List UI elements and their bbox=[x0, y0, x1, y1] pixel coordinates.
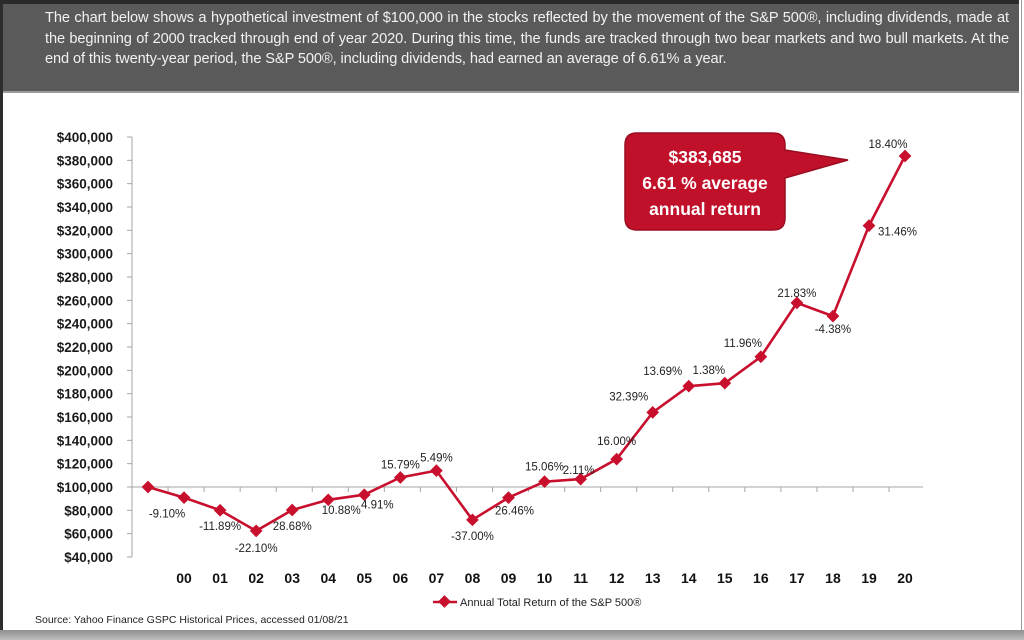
data-point-marker bbox=[285, 503, 299, 517]
description-header: The chart below shows a hypothetical inv… bbox=[3, 0, 1019, 93]
x-axis: 00 01 02 03 04 05 06 07 08 09 10 11 12 13 14 15 16 17 18 19… bbox=[131, 486, 923, 586]
x-tick-label: 18 bbox=[825, 570, 841, 586]
data-point-marker bbox=[862, 219, 876, 232]
series-annual-total-return bbox=[141, 149, 912, 538]
x-tick-label: 08 bbox=[465, 570, 481, 586]
data-label: 15.79% bbox=[381, 460, 420, 472]
data-point-marker bbox=[430, 464, 443, 477]
legend: Annual Total Return of the S&P 500® bbox=[433, 595, 641, 609]
data-point-marker bbox=[393, 471, 407, 484]
y-tick-label: $340,000 bbox=[57, 200, 113, 215]
y-tick-label: $80,000 bbox=[64, 503, 113, 518]
data-point-marker bbox=[321, 493, 335, 507]
data-point-marker bbox=[249, 524, 263, 538]
x-tick-label: 01 bbox=[212, 570, 228, 586]
data-label: 11.96% bbox=[724, 338, 762, 350]
y-tick-label: $100,000 bbox=[57, 480, 113, 495]
data-label: 5.49% bbox=[420, 453, 453, 465]
data-labels: -9.10% -11.89% -22.10% 28.68% 10.88% 4.91% 15.… bbox=[149, 139, 917, 555]
y-tick-label: $220,000 bbox=[57, 340, 113, 355]
data-label: 28.68% bbox=[273, 521, 312, 533]
y-tick-label: $280,000 bbox=[57, 270, 113, 285]
y-tick-label: $240,000 bbox=[57, 317, 113, 332]
data-label: 1.38% bbox=[692, 365, 725, 377]
description-text: The chart below shows a hypothetical inv… bbox=[45, 10, 1009, 67]
data-point-marker bbox=[502, 491, 515, 504]
x-tick-label: 20 bbox=[897, 570, 913, 586]
x-tick-label: 00 bbox=[176, 570, 192, 586]
y-tick-label: $300,000 bbox=[57, 247, 113, 262]
x-tick-label: 10 bbox=[537, 570, 553, 586]
x-tick-label: 11 bbox=[573, 570, 588, 586]
data-label: -37.00% bbox=[451, 531, 494, 543]
frame-shadow bbox=[0, 630, 1024, 640]
data-label: 31.46% bbox=[878, 227, 917, 239]
data-point-marker bbox=[213, 503, 227, 517]
y-tick-label: $140,000 bbox=[57, 433, 113, 448]
y-tick-label: $320,000 bbox=[57, 223, 113, 238]
y-tick-label: $260,000 bbox=[57, 293, 113, 308]
x-tick-label: 09 bbox=[501, 570, 517, 586]
x-tick-label: 03 bbox=[284, 570, 300, 586]
x-tick-label: 16 bbox=[753, 570, 769, 586]
x-tick-label: 07 bbox=[429, 570, 445, 586]
x-tick-label: 15 bbox=[717, 570, 733, 586]
y-tick-label: $380,000 bbox=[57, 153, 113, 168]
y-tick-label: $40,000 bbox=[64, 550, 113, 565]
x-tick-label: 12 bbox=[609, 570, 625, 586]
data-label: 2.11% bbox=[563, 465, 595, 477]
data-label: 26.46% bbox=[495, 506, 534, 518]
data-label: 15.06% bbox=[525, 462, 564, 474]
x-tick-label: 06 bbox=[393, 570, 409, 586]
x-tick-label: 05 bbox=[357, 570, 373, 586]
data-label: 10.88% bbox=[322, 505, 361, 517]
data-label: 32.39% bbox=[609, 391, 648, 403]
series-line bbox=[147, 155, 907, 533]
data-label: -11.89% bbox=[199, 521, 241, 533]
data-label: 16.00% bbox=[597, 436, 636, 448]
x-tick-label: 04 bbox=[320, 570, 336, 586]
callout-value: $383,685 bbox=[669, 147, 742, 167]
data-point-marker bbox=[826, 309, 840, 323]
x-tick-label: 14 bbox=[681, 570, 697, 586]
callout: $383,685 6.61 % average annual return bbox=[624, 132, 849, 231]
y-tick-label: $160,000 bbox=[57, 410, 113, 425]
y-axis: $400,000 $380,000 $360,000 $340,000 $320,000… bbox=[57, 130, 133, 565]
data-label: -22.10% bbox=[235, 543, 278, 555]
data-point-marker bbox=[357, 488, 371, 502]
y-tick-label: $400,000 bbox=[57, 130, 113, 145]
data-point-marker bbox=[538, 475, 551, 489]
legend-marker bbox=[438, 595, 451, 608]
callout-average: 6.61 % average bbox=[642, 173, 768, 193]
data-label: 4.91% bbox=[361, 500, 394, 512]
data-label: 18.40% bbox=[869, 139, 908, 151]
y-tick-label: $200,000 bbox=[57, 363, 113, 378]
x-tick-label: 17 bbox=[789, 570, 805, 586]
data-label: -9.10% bbox=[149, 509, 185, 521]
data-point-marker bbox=[177, 491, 191, 504]
data-label: 21.83% bbox=[777, 288, 816, 300]
x-tick-label: 02 bbox=[248, 570, 264, 586]
source-note: Source: Yahoo Finance GSPC Historical Pr… bbox=[35, 614, 349, 626]
data-label: 13.69% bbox=[643, 366, 682, 378]
x-tick-label: 19 bbox=[861, 570, 877, 586]
data-point-marker bbox=[898, 149, 912, 163]
x-tick-label: 13 bbox=[645, 570, 661, 586]
data-point-marker bbox=[141, 480, 155, 494]
y-tick-label: $120,000 bbox=[57, 457, 113, 472]
legend-label: Annual Total Return of the S&P 500® bbox=[460, 597, 641, 609]
y-tick-label: $180,000 bbox=[57, 387, 113, 402]
callout-annual-return: annual return bbox=[649, 199, 761, 219]
y-tick-label: $60,000 bbox=[64, 527, 113, 542]
y-tick-label: $360,000 bbox=[57, 177, 113, 192]
callout-shape bbox=[624, 132, 849, 231]
data-label: -4.38% bbox=[815, 324, 851, 336]
